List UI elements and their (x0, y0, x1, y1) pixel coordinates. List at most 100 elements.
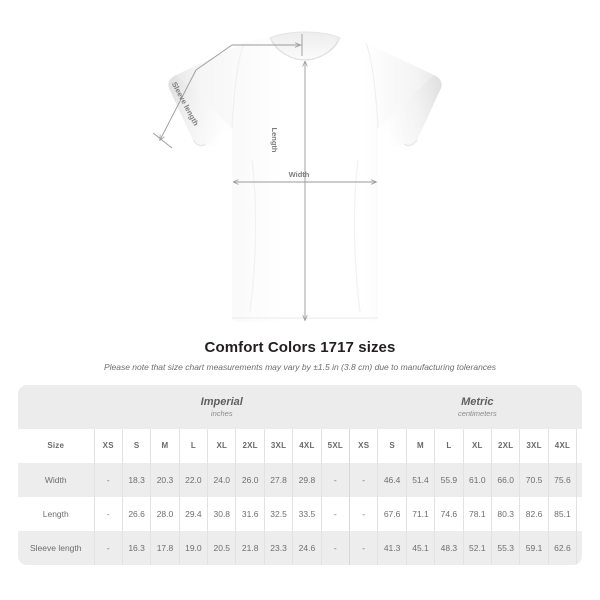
cell-sleeve-metric-xl: 52.1 (462, 530, 492, 565)
cell-width-imperial-2xl: 26.0 (235, 462, 265, 497)
tshirt-svg: Sleeve length Length Width (152, 31, 442, 322)
cell-width-imperial-l: 22.0 (178, 462, 208, 497)
cell-width-metric-m: 51.4 (405, 462, 435, 497)
cell-width-imperial-4xl: 29.8 (292, 462, 322, 497)
size-header-metric-m: M (405, 428, 435, 463)
title-block: Comfort Colors 1717 sizes Please note th… (0, 339, 600, 372)
table-row: Sleeve length - 16.3 17.8 19.0 20.5 21.8… (18, 530, 582, 565)
row-label-length: Length (18, 496, 94, 531)
cell-width-metric-l: 55.9 (434, 462, 464, 497)
size-table: Imperial inches Metric centimeters Size … (18, 384, 582, 565)
size-header-metric-3xl: 3XL (519, 428, 549, 463)
tshirt-illustration: Sleeve length Length Width (152, 31, 442, 322)
cell-length-metric-l: 74.6 (434, 496, 464, 531)
cell-width-imperial-xl: 24.0 (207, 462, 236, 497)
cell-sleeve-metric-2xl: 55.3 (490, 530, 520, 565)
cell-sleeve-imperial-m: 17.8 (150, 530, 180, 565)
cell-length-imperial-2xl: 31.6 (235, 496, 265, 531)
cell-length-imperial-xs: - (93, 496, 123, 531)
size-header-imperial-xs: XS (93, 428, 123, 463)
table-unit-header-row: Imperial inches Metric centimeters (18, 384, 582, 429)
unit-header-metric: Metric centimeters (349, 384, 582, 429)
size-header-metric-4xl: 4XL (547, 428, 577, 463)
size-header-metric-2xl: 2XL (490, 428, 520, 463)
cell-length-imperial-4xl: 33.5 (292, 496, 322, 531)
cell-width-metric-xl: 61.0 (462, 462, 492, 497)
size-header-metric-l: L (434, 428, 464, 463)
size-header-metric-5xl: 5XL (576, 428, 582, 463)
cell-sleeve-metric-s: 41.3 (377, 530, 407, 565)
cell-sleeve-imperial-2xl: 21.8 (235, 530, 265, 565)
row-label-sleeve-length: Sleeve length (18, 530, 94, 565)
length-label: Length (270, 128, 279, 153)
cell-sleeve-imperial-4xl: 24.6 (292, 530, 322, 565)
size-table-container: Imperial inches Metric centimeters Size … (18, 384, 582, 565)
size-header-imperial-4xl: 4XL (292, 428, 322, 463)
size-header-imperial-l: L (178, 428, 208, 463)
cell-length-metric-s: 67.6 (377, 496, 407, 531)
cell-sleeve-metric-5xl: - (576, 530, 582, 565)
cell-sleeve-imperial-5xl: - (320, 530, 350, 565)
cell-sleeve-metric-l: 48.3 (434, 530, 464, 565)
size-header-imperial-m: M (150, 428, 180, 463)
sleeve-length-guide (152, 44, 233, 149)
page-title: Comfort Colors 1717 sizes (204, 339, 396, 356)
cell-length-metric-2xl: 80.3 (490, 496, 520, 531)
size-header-imperial-5xl: 5XL (320, 428, 350, 463)
size-header-metric-s: S (377, 428, 407, 463)
size-header-imperial-xl: XL (207, 428, 236, 463)
cell-sleeve-metric-4xl: 62.6 (547, 530, 577, 565)
size-header-imperial-s: S (121, 428, 151, 463)
cell-width-metric-5xl: - (576, 462, 582, 497)
measurement-guides (152, 34, 376, 320)
column-header-size: Size (18, 428, 94, 463)
cell-sleeve-imperial-xs: - (93, 530, 123, 565)
table-row: Length - 26.6 28.0 29.4 30.8 31.6 32.5 3… (18, 496, 582, 531)
cell-length-metric-m: 71.1 (405, 496, 435, 531)
unit-name-metric: Metric (461, 396, 494, 409)
unit-header-spacer (18, 384, 94, 429)
cell-width-imperial-3xl: 27.8 (263, 462, 293, 497)
width-label: Width (289, 170, 310, 179)
cell-sleeve-metric-m: 45.1 (405, 530, 435, 565)
cell-length-imperial-xl: 30.8 (207, 496, 236, 531)
unit-name-imperial: Imperial (200, 396, 243, 409)
page-subtitle: Please note that size chart measurements… (103, 361, 497, 372)
cell-length-metric-4xl: 85.1 (547, 496, 577, 531)
cell-width-imperial-xs: - (93, 462, 123, 497)
cell-sleeve-imperial-s: 16.3 (121, 530, 151, 565)
cell-length-imperial-3xl: 32.5 (263, 496, 293, 531)
cell-width-imperial-s: 18.3 (121, 462, 151, 497)
cell-width-imperial-5xl: - (320, 462, 350, 497)
shoulder-guide-line (232, 34, 303, 56)
unit-sub-imperial: inches (210, 409, 233, 419)
unit-sub-metric: centimeters (457, 409, 497, 419)
size-header-metric-xl: XL (462, 428, 492, 463)
cell-length-imperial-s: 26.6 (121, 496, 151, 531)
cell-length-metric-xl: 78.1 (462, 496, 492, 531)
cell-width-metric-4xl: 75.6 (547, 462, 577, 497)
cell-length-metric-xs: - (349, 496, 378, 531)
row-label-width: Width (18, 462, 94, 497)
table-size-header-row: Size XS S M L XL 2XL 3XL 4XL 5XL XS S M … (18, 428, 582, 463)
cell-length-imperial-l: 29.4 (178, 496, 208, 531)
cell-sleeve-metric-xs: - (349, 530, 378, 565)
cell-width-metric-2xl: 66.0 (490, 462, 520, 497)
size-header-imperial-2xl: 2XL (235, 428, 265, 463)
cell-length-imperial-m: 28.0 (150, 496, 180, 531)
cell-length-metric-5xl: - (576, 496, 582, 531)
cell-sleeve-metric-3xl: 59.1 (519, 530, 549, 565)
cell-sleeve-imperial-xl: 20.5 (207, 530, 236, 565)
unit-header-imperial: Imperial inches (94, 384, 350, 429)
cell-width-metric-xs: - (349, 462, 378, 497)
size-header-imperial-3xl: 3XL (263, 428, 293, 463)
cell-length-metric-3xl: 82.6 (519, 496, 549, 531)
cell-width-metric-s: 46.4 (377, 462, 407, 497)
size-header-metric-xs: XS (349, 428, 378, 463)
cell-length-imperial-5xl: - (320, 496, 350, 531)
cell-sleeve-imperial-3xl: 23.3 (263, 530, 293, 565)
cell-width-imperial-m: 20.3 (150, 462, 180, 497)
table-row: Width - 18.3 20.3 22.0 24.0 26.0 27.8 29… (18, 462, 582, 497)
cell-width-metric-3xl: 70.5 (519, 462, 549, 497)
